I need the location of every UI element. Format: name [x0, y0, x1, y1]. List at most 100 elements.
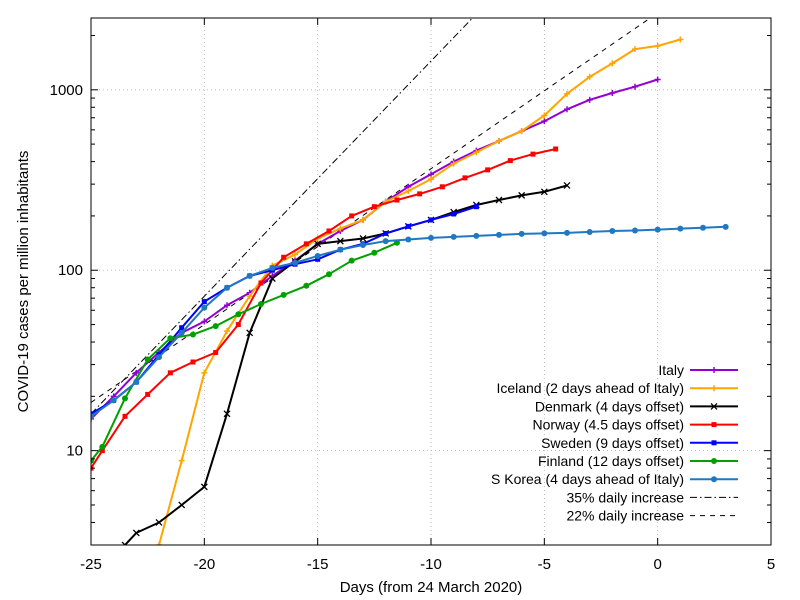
reference-line	[91, 18, 474, 415]
data-point	[268, 275, 276, 282]
data-point	[156, 354, 162, 361]
data-point	[201, 318, 208, 325]
data-point	[133, 369, 140, 376]
data-point	[121, 541, 129, 545]
series-line	[158, 38, 681, 545]
y-axis-label: COVID-19 cases per million inhabitants	[15, 151, 32, 413]
data-point	[711, 367, 717, 373]
data-point	[360, 216, 366, 223]
legend-label: S Korea (4 days ahead of Italy)	[491, 471, 684, 487]
data-point	[428, 234, 434, 241]
data-point	[711, 476, 717, 483]
legend-label: Norway (4.5 days offset)	[533, 417, 684, 433]
data-point	[405, 223, 411, 229]
axis-ticks: -25 -20 -15 -10 -5 0 5 10 100 1000	[50, 18, 775, 573]
series-line	[91, 148, 556, 469]
data-point	[246, 292, 253, 299]
data-point	[292, 251, 298, 258]
data-point	[632, 46, 638, 53]
x-tick-label: -20	[193, 556, 215, 573]
data-point	[564, 106, 570, 113]
data-point	[609, 89, 616, 96]
data-point	[110, 397, 117, 404]
data-point	[462, 175, 468, 181]
data-point	[450, 160, 457, 167]
data-point	[654, 226, 661, 233]
data-point	[428, 176, 434, 183]
data-point	[473, 204, 479, 210]
data-point	[167, 370, 173, 376]
reference-line	[91, 18, 652, 403]
data-point	[417, 191, 423, 197]
data-point	[586, 228, 593, 235]
series-line	[124, 184, 568, 545]
data-point	[711, 422, 717, 428]
data-point	[563, 181, 571, 189]
x-tick-label: 0	[653, 556, 661, 573]
series-layer	[91, 36, 729, 545]
data-point	[711, 440, 717, 446]
data-point	[280, 291, 287, 298]
data-point	[541, 112, 548, 119]
data-point	[382, 238, 389, 245]
data-point	[201, 299, 207, 305]
data-point	[518, 230, 525, 237]
data-point	[235, 322, 241, 328]
data-point	[507, 158, 513, 164]
reference-lines	[91, 18, 652, 415]
x-tick-label: -15	[307, 556, 329, 573]
data-point	[485, 167, 491, 173]
data-point	[632, 227, 638, 234]
data-point	[371, 249, 378, 256]
data-point	[359, 234, 367, 242]
data-point	[99, 443, 106, 450]
data-point	[337, 246, 344, 253]
data-point	[303, 282, 310, 289]
data-point	[91, 415, 94, 422]
data-point	[710, 402, 718, 410]
grid	[91, 18, 771, 545]
data-point	[212, 323, 219, 330]
data-point	[473, 232, 480, 239]
data-point	[246, 272, 253, 279]
data-point	[540, 188, 548, 196]
data-point	[145, 391, 151, 397]
data-point	[564, 229, 570, 236]
series-line	[91, 78, 659, 420]
data-point	[360, 241, 366, 248]
data-point	[586, 73, 593, 80]
data-point	[405, 236, 412, 243]
data-point	[155, 518, 163, 526]
legend: Italy Iceland (2 days ahead of Italy) Denm…	[491, 362, 738, 524]
legend-label: Italy	[658, 362, 684, 378]
data-point	[315, 256, 321, 262]
data-point	[677, 225, 684, 232]
series-line	[91, 205, 477, 415]
data-point	[133, 379, 140, 386]
data-point	[224, 328, 230, 335]
data-point	[711, 385, 717, 392]
data-point	[200, 483, 208, 491]
data-point	[632, 83, 638, 90]
data-point	[722, 223, 729, 230]
data-point	[609, 227, 616, 234]
legend-label: Iceland (2 days ahead of Italy)	[496, 380, 684, 396]
y-tick-label: 1000	[50, 82, 83, 99]
data-point	[451, 211, 457, 217]
data-point	[99, 448, 105, 454]
series	[91, 146, 559, 471]
data-point	[371, 204, 377, 210]
data-point	[326, 271, 332, 278]
data-point	[518, 128, 525, 135]
data-point	[258, 300, 264, 307]
data-point	[654, 42, 661, 49]
series	[91, 204, 479, 417]
data-point	[156, 542, 162, 545]
y-tick-label: 10	[66, 443, 83, 460]
data-point	[473, 149, 480, 156]
data-point	[303, 241, 309, 247]
data-point	[190, 359, 196, 365]
legend-label: 22% daily increase	[566, 508, 684, 524]
legend-label: 35% daily increase	[566, 489, 684, 505]
